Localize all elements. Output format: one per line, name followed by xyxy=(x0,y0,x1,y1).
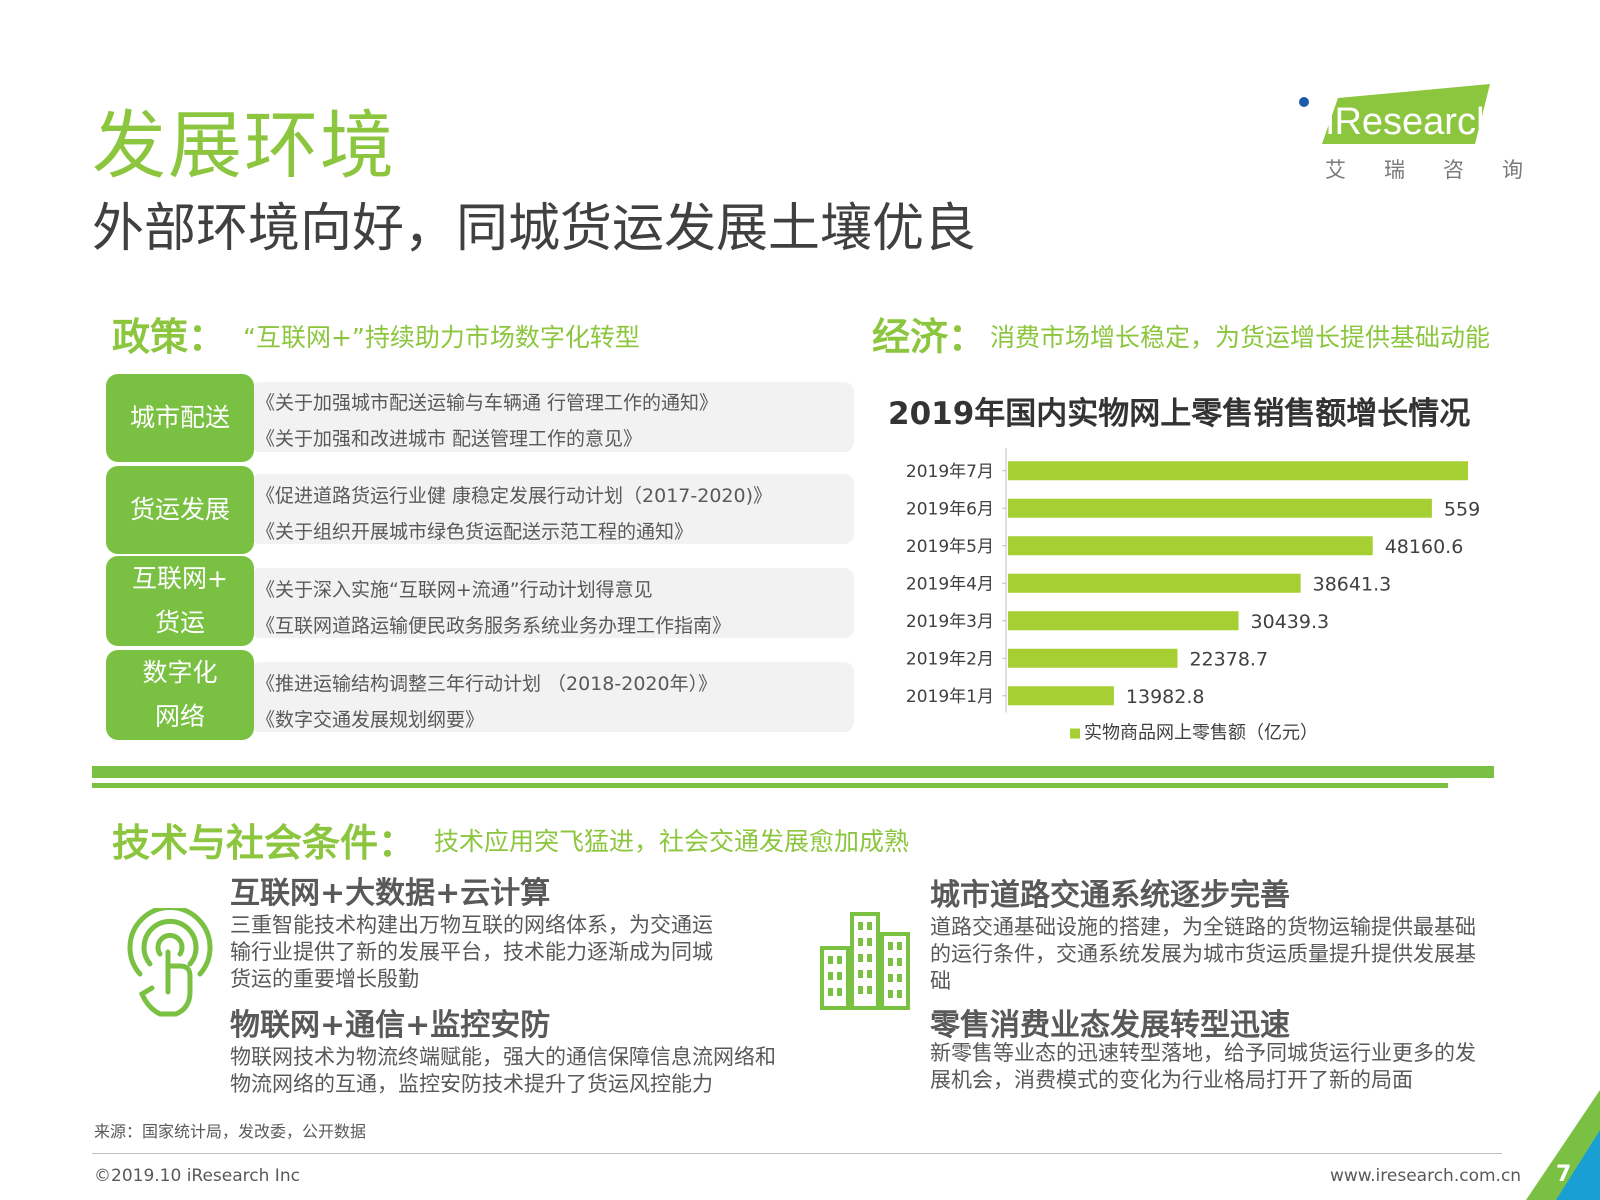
policy-tab-label: 货运 xyxy=(154,608,205,637)
tech-item-title: 互联网+大数据+云计算 xyxy=(230,876,551,911)
category-label: 2019年3月 xyxy=(906,612,994,632)
data-label: 38641.3 xyxy=(1313,573,1392,595)
tech-item-body: 道路交通基础设施的搭建，为全链路的货物运输提供最基础的运行条件，交通系统发展为城… xyxy=(930,915,1476,993)
tech-item-body: 新零售等业态的迅速转型落地，给予同城货运行业更多的发展机会，消费模式的变化为行业… xyxy=(930,1041,1476,1092)
bar xyxy=(1008,573,1301,593)
logo-text: iResearch xyxy=(1326,101,1497,143)
category-label: 2019年2月 xyxy=(906,649,994,669)
policy-document: 《关于加强和改进城市 配送管理工作的意见》 xyxy=(256,428,643,450)
policy-heading: 政策： xyxy=(112,315,227,359)
corner-decoration xyxy=(1526,1090,1600,1200)
bar xyxy=(1008,648,1178,668)
tech-item-title: 零售消费业态发展转型迅速 xyxy=(930,1008,1290,1043)
bar xyxy=(1008,498,1432,518)
tech-description: 技术应用突飞猛进，社会交通发展愈加成熟 xyxy=(434,827,910,856)
logo-dot-icon xyxy=(1299,97,1309,107)
copyright: ©2019.10 iResearch Inc xyxy=(94,1166,300,1186)
data-label: 30439.3 xyxy=(1251,611,1330,633)
page-title: 发展环境 xyxy=(92,103,396,189)
policy-document: 《数字交通发展规划纲要》 xyxy=(256,709,485,731)
policy-row-box xyxy=(250,662,854,732)
bar xyxy=(1008,686,1114,706)
policy-tab-label: 城市配送 xyxy=(129,403,230,432)
category-label: 2019年1月 xyxy=(906,687,994,707)
bar xyxy=(1008,536,1373,556)
category-label: 2019年7月 xyxy=(906,462,994,482)
website-link[interactable]: www.iresearch.com.cn xyxy=(1330,1166,1522,1186)
policy-document: 《关于组织开展城市绿色货运配送示范工程的通知》 xyxy=(256,521,694,543)
policy-document: 《关于深入实施“互联网+流通”行动计划得意见 xyxy=(256,579,653,601)
policy-row-box xyxy=(250,382,854,452)
policy-tab-label: 货运发展 xyxy=(129,495,230,524)
page-number: 7 xyxy=(1556,1162,1572,1187)
category-label: 2019年6月 xyxy=(906,499,994,519)
policy-tab-city-delivery: 城市配送 xyxy=(106,374,254,462)
logo-cn-char: 艾 xyxy=(1325,158,1346,182)
policy-tab-label: 数字化 xyxy=(142,658,218,687)
logo-cn-char: 咨 xyxy=(1443,158,1464,182)
tech-heading: 技术与社会条件： xyxy=(112,821,417,865)
section-divider xyxy=(92,783,1448,788)
policy-tab-label: 网络 xyxy=(154,702,205,731)
economy-description: 消费市场增长稳定，为货运增长提供基础动能 xyxy=(990,323,1491,352)
logo-cn: 艾 瑞 咨 询 xyxy=(1325,154,1523,184)
data-label: 13982.8 xyxy=(1126,686,1205,708)
tech-item-title: 城市道路交通系统逐步完善 xyxy=(930,878,1290,913)
chart-title: 2019年国内实物网上零售销售额增长情况 xyxy=(888,396,1471,432)
source-note: 来源：国家统计局，发改委，公开数据 xyxy=(94,1122,367,1141)
tech-item-body: 物联网技术为物流终端赋能，强大的通信保障信息流网络和物流网络的互通，监控安防技术… xyxy=(230,1045,776,1096)
policy-tab-freight-development: 货运发展 xyxy=(106,466,254,554)
logo-cn-char: 瑞 xyxy=(1384,158,1405,182)
tech-item-title: 物联网+通信+监控安防 xyxy=(230,1008,551,1043)
bar xyxy=(1008,461,1468,481)
legend-swatch xyxy=(1070,728,1080,739)
economy-heading: 经济： xyxy=(872,315,987,359)
policy-row-box xyxy=(250,568,854,638)
policy-document: 《推进运输结构调整三年行动计划 （2018-2020年）》 xyxy=(256,673,718,695)
policy-tab-internet-freight: 互联网+ 货运 xyxy=(106,556,254,646)
tech-item-body: 三重智能技术构建出万物互联的网络体系，为交通运输行业提供了新的发展平台，技术能力… xyxy=(230,913,713,991)
policy-row-box xyxy=(250,474,854,544)
category-label: 2019年4月 xyxy=(906,574,994,594)
policy-description: “互联网+”持续助力市场数字化转型 xyxy=(243,323,640,352)
policy-document: 《互联网道路运输便民政务服务系统业务办理工作指南》 xyxy=(256,615,732,637)
bar xyxy=(1008,611,1239,631)
bar-chart: 2019年7月643932019年6月55972.52019年5月48160.6… xyxy=(906,448,1480,744)
data-label: 55972.5 xyxy=(1444,498,1480,520)
policy-document: 《促进道路货运行业健 康稳定发展行动计划（2017-2020)》 xyxy=(256,485,773,507)
category-label: 2019年5月 xyxy=(906,537,994,557)
legend-label: 实物商品网上零售额（亿元） xyxy=(1084,723,1318,744)
buildings-icon xyxy=(820,912,910,1010)
page-subtitle: 外部环境向好，同城货运发展土壤优良 xyxy=(92,199,977,259)
footer-divider xyxy=(92,1153,1502,1154)
touch-icon xyxy=(127,908,213,1017)
iresearch-logo: iResearch xyxy=(1322,84,1497,144)
data-label: 22378.7 xyxy=(1189,648,1268,670)
policy-tab-digital-network: 数字化 网络 xyxy=(106,650,254,740)
policy-document: 《关于加强城市配送运输与车辆通 行管理工作的通知》 xyxy=(256,392,719,414)
policy-tab-label: 互联网+ xyxy=(132,564,228,593)
logo-cn-char: 询 xyxy=(1502,158,1523,182)
data-label: 48160.6 xyxy=(1385,536,1464,558)
section-divider xyxy=(92,766,1494,778)
